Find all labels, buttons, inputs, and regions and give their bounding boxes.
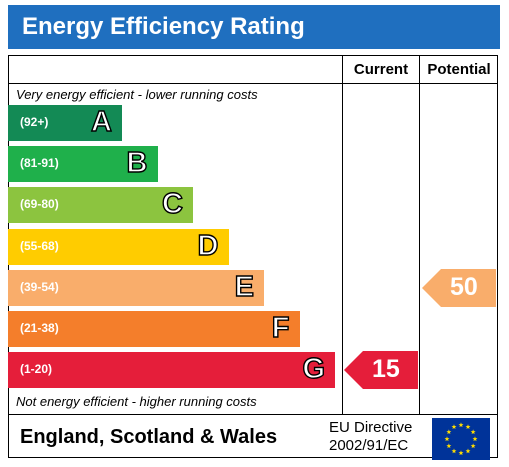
current-arrow-shape (344, 351, 418, 390)
band-letter-label: B (126, 146, 148, 180)
band-range-label: (21-38) (20, 321, 59, 335)
eu-star (446, 443, 452, 449)
current-column-header: Current (353, 61, 409, 78)
eu-star (444, 436, 450, 442)
band-a: (92+) A (8, 105, 122, 141)
band-letter-label: C (161, 188, 183, 221)
band-letter-label: D (197, 229, 219, 262)
potential-column-header: Potential (427, 61, 491, 78)
band-letter-label: F (271, 311, 290, 344)
eu-star (465, 448, 471, 454)
band-range-label: (55-68) (20, 238, 59, 253)
current-rating-arrow: 15 (344, 351, 418, 390)
eu-directive: EU Directive 2002/91/EC (329, 419, 427, 455)
band-c: (69-80) C (8, 187, 193, 224)
title-bar: Energy Efficiency Rating (8, 5, 500, 49)
potential-rating-arrow: 50 (422, 268, 496, 307)
page-title: Energy Efficiency Rating (22, 13, 305, 40)
band-range-label: (39-54) (20, 279, 59, 294)
band-f: (21-38) F (8, 311, 300, 347)
eu-star (470, 443, 476, 449)
header-divider (8, 83, 498, 84)
top-note: Very energy efficient - lower running co… (16, 87, 258, 102)
band-range-label: (81-91) (20, 156, 59, 171)
band-range-label: (69-80) (20, 197, 59, 212)
band-letter-label: E (234, 270, 255, 303)
band-letter-label: A (90, 105, 112, 138)
eu-star (458, 450, 464, 456)
eu-directive-line2: 2002/91/EC (329, 437, 409, 454)
current-column-divider (342, 55, 343, 414)
potential-rating-value: 50 (450, 272, 478, 301)
eu-star (465, 424, 471, 429)
eu-star (451, 448, 457, 454)
eu-star (470, 429, 476, 435)
eu-star (472, 436, 478, 442)
band-letter-label: G (302, 352, 326, 386)
footer-country: England, Scotland & Wales (20, 426, 278, 448)
footer-divider (8, 414, 498, 415)
eu-star (451, 424, 457, 429)
band-d: (55-68) D (8, 228, 229, 265)
eu-star (458, 422, 464, 428)
eu-directive-line1: EU Directive (329, 419, 413, 436)
band-b: (81-91) B (8, 146, 158, 183)
eu-flag-icon (432, 418, 490, 460)
current-rating-value: 15 (372, 355, 400, 384)
band-range-label: (1-20) (20, 362, 53, 377)
eu-star (446, 429, 452, 435)
potential-column-divider (419, 55, 420, 414)
potential-arrow-shape (422, 268, 496, 307)
bottom-note: Not energy efficient - higher running co… (16, 394, 257, 409)
band-g: (1-20) G (8, 352, 335, 389)
eu-stars-icon (444, 422, 478, 456)
band-e: (39-54) E (8, 269, 264, 306)
band-range-label: (92+) (20, 115, 49, 129)
